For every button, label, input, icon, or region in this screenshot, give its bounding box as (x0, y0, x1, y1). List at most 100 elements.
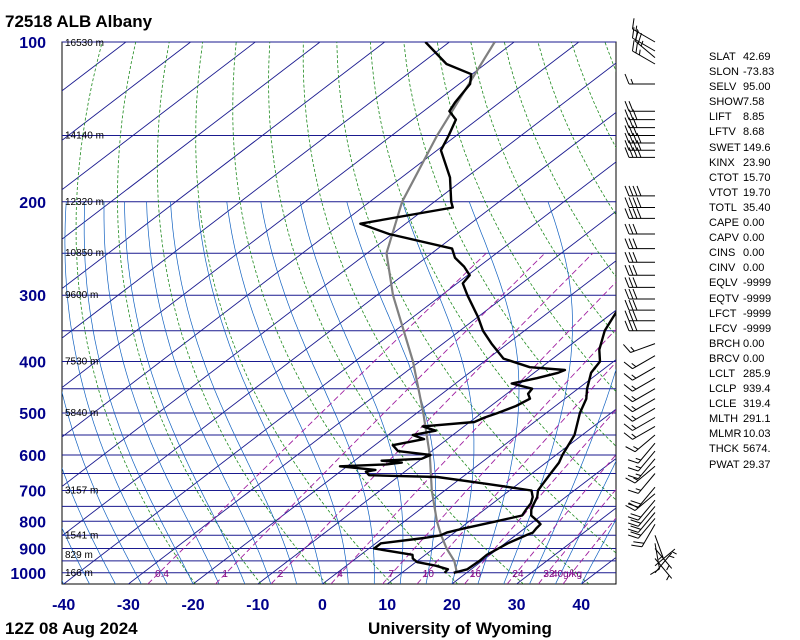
pressure-tick-label: 300 (19, 288, 46, 305)
moist-adiabat (580, 518, 616, 584)
dry-adiabat (232, 42, 459, 584)
wind-barb (623, 417, 656, 431)
pressure-tick-label: 500 (19, 406, 46, 423)
index-value: 23.90 (743, 156, 771, 169)
wind-barb (627, 499, 656, 521)
height-label: 16530 m (65, 38, 104, 49)
pressure-tick-label: 900 (19, 542, 46, 559)
index-value: 0.00 (743, 352, 765, 365)
temperature-tick-labels: -40 -30 -20 -10 0 10 20 30 40 (52, 597, 590, 614)
index-key: LFCV (709, 322, 738, 335)
index-key: SELV (709, 81, 737, 94)
mixing-ratio-line (537, 488, 616, 584)
index-row: MLTH 291.1 (709, 412, 795, 427)
temperature-tick-label: 10 (378, 597, 396, 614)
wind-barb (623, 355, 656, 370)
temperature-tick-label: -20 (182, 597, 205, 614)
wind-barb (627, 506, 656, 527)
index-value: 285.9 (743, 367, 771, 380)
wind-barb (624, 140, 655, 151)
wind-barb (627, 458, 656, 480)
isotherm-line (451, 458, 616, 584)
dry-adiabat (302, 42, 590, 584)
isotherm-line (386, 408, 616, 584)
isotherm-line (62, 42, 256, 191)
index-value: 0.00 (743, 232, 765, 245)
index-key: BRCH (709, 337, 741, 350)
temperature-tick-label: 30 (508, 597, 526, 614)
wind-barb (624, 299, 655, 311)
mixing-ratio-label: 16 (470, 569, 482, 580)
index-value: -9999 (743, 277, 772, 290)
wind-barb (624, 147, 655, 158)
wind-barb (623, 407, 656, 422)
index-key: CINV (709, 262, 736, 275)
index-value: -9999 (743, 292, 772, 305)
index-value: 0.00 (743, 247, 765, 260)
plot-area (61, 41, 617, 585)
index-value: 8.85 (743, 111, 765, 124)
mixing-ratio-line (147, 252, 487, 584)
moist-adiabat (226, 201, 349, 584)
wind-barb (624, 223, 655, 235)
index-value: 42.69 (743, 51, 771, 63)
index-value: 149.6 (743, 141, 771, 154)
wind-barb (624, 208, 655, 219)
isotherm-line (62, 42, 515, 389)
index-key: TOTL (709, 201, 737, 214)
moist-adiabat (503, 201, 573, 584)
height-label: 7530 m (65, 357, 98, 368)
index-value: 291.1 (743, 413, 771, 426)
mixing-ratio-line (330, 281, 616, 584)
height-label: 10850 m (65, 248, 104, 259)
isotherm-line (322, 359, 616, 584)
wind-barb (627, 518, 656, 539)
index-key: LIFT (709, 111, 732, 124)
height-label: 3157 m (65, 486, 98, 497)
dry-adiabat (195, 42, 393, 584)
index-key: LFTV (709, 126, 736, 139)
index-key: LFCT (709, 307, 737, 320)
dry-adiabat (403, 42, 616, 447)
index-row: SLAT 42.69 (709, 50, 795, 65)
wind-barb (624, 288, 655, 300)
dewpoint-profile-line (338, 42, 567, 574)
pressure-tick-label: 100 (19, 35, 46, 52)
moist-adiabat (83, 201, 194, 584)
index-value: 319.4 (743, 398, 771, 411)
wind-barb (624, 73, 655, 85)
moist-adiabat (555, 460, 616, 584)
index-row: CAPE 0.00 (709, 216, 795, 231)
index-row: LCLE 319.4 (709, 397, 795, 412)
index-value: -9999 (743, 307, 772, 320)
index-value: 29.37 (743, 458, 771, 471)
wind-barb (623, 398, 656, 413)
index-row: SLON -73.83 (709, 65, 795, 80)
index-key: SWET (709, 141, 741, 154)
moist-adiabat (196, 201, 323, 584)
index-key: CTOT (709, 171, 739, 184)
index-key: EQTV (709, 292, 739, 305)
moist-adiabat (346, 201, 437, 584)
index-row: BRCH 0.00 (709, 337, 795, 352)
wind-barb (624, 320, 655, 332)
mixing-ratio-line (416, 361, 616, 584)
wind-barb (624, 277, 655, 288)
index-key: CINS (709, 247, 736, 260)
height-label: 12320 m (65, 197, 104, 208)
moist-adiabat (62, 527, 90, 584)
isotherm-line (128, 210, 616, 584)
index-key: CAPV (709, 232, 739, 245)
wind-barb (650, 543, 661, 576)
index-value: 15.70 (743, 171, 771, 184)
height-label: 829 m (65, 550, 93, 561)
wind-barb (654, 552, 675, 574)
pressure-tick-label: 600 (19, 448, 46, 465)
index-key: LCLP (709, 383, 737, 396)
height-label: 14140 m (65, 131, 104, 142)
mixing-ratio-label: 24 (512, 569, 524, 580)
index-value: 7.58 (743, 96, 765, 109)
dry-adiabat (156, 42, 327, 584)
isotherm-line (62, 42, 385, 290)
index-key: EQLV (709, 277, 738, 290)
